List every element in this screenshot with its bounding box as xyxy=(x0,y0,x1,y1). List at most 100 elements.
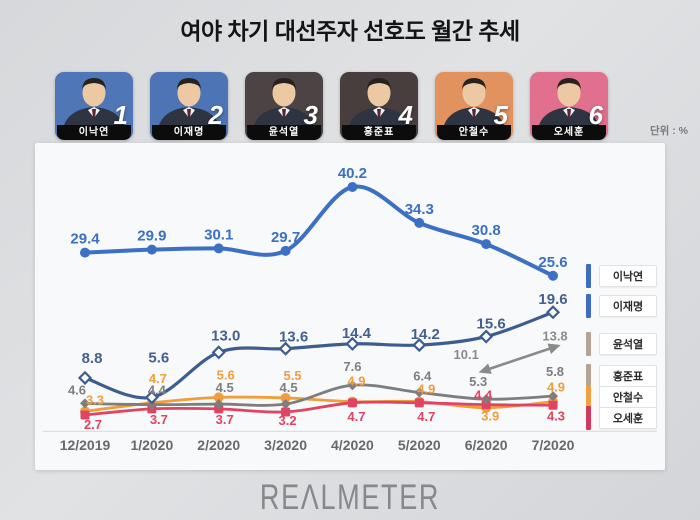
legend-color-bar xyxy=(586,264,591,288)
legend-item-이재명: 이재명 xyxy=(586,294,657,318)
x-axis-labels: 12/2019 1/2020 2/2020 3/2020 4/2020 5/2020 6/2… xyxy=(60,437,575,453)
series-labels-홍준표: 4.6 4.4 4.5 4.5 7.6 6.4 5.3 5.8 xyxy=(68,359,564,397)
candidate-card-홍준표: 4 홍준표 xyxy=(340,72,418,140)
x-tick-label: 6/2020 xyxy=(465,437,508,453)
candidate-photo xyxy=(159,78,219,125)
candidate-name: 윤석열 xyxy=(247,125,321,140)
realmeter-logo: REΛLMETER xyxy=(259,476,441,517)
data-label: 13.6 xyxy=(279,329,308,346)
data-label: 4.5 xyxy=(280,380,298,395)
data-label: 4.9 xyxy=(417,382,435,397)
chart-card: 12/2019 1/2020 2/2020 3/2020 4/2020 5/2020 6/2… xyxy=(35,143,665,470)
candidate-rank: 5 xyxy=(493,100,508,130)
data-label: 5.8 xyxy=(546,364,564,379)
candidate-name: 홍준표 xyxy=(342,125,416,140)
data-label: 4.7 xyxy=(417,409,435,424)
data-label: 15.6 xyxy=(477,316,506,333)
candidate-name: 안철수 xyxy=(437,125,511,140)
x-tick-label: 1/2020 xyxy=(130,437,173,453)
page-title: 여야 차기 대선주자 선호도 월간 추세 xyxy=(180,18,520,44)
series-labels-이낙연: 29.4 29.9 30.1 29.7 40.2 34.3 30.8 25.6 xyxy=(70,165,567,271)
candidate-card-이낙연: 1 이낙연 xyxy=(55,72,133,140)
data-label: 14.2 xyxy=(411,326,440,343)
legend-item-이낙연: 이낙연 xyxy=(586,264,657,288)
data-label: 29.9 xyxy=(137,228,166,245)
x-tick-label: 2/2020 xyxy=(197,437,240,453)
candidate-card-오세훈: 6 오세훈 xyxy=(530,72,608,140)
data-label: 29.4 xyxy=(70,231,100,248)
legend-color-bar xyxy=(586,385,591,409)
data-label: 25.6 xyxy=(538,254,567,271)
series-이낙연 xyxy=(80,181,559,281)
series-이재명 xyxy=(77,305,561,405)
series-홍준표 xyxy=(80,380,559,410)
candidate-card-안철수: 5 안철수 xyxy=(435,72,513,140)
data-label: 4.9 xyxy=(347,374,365,389)
data-label: 30.1 xyxy=(204,226,233,243)
data-label: 4.3 xyxy=(547,408,565,423)
legend-item-윤석열: 윤석열 xyxy=(586,332,657,356)
data-label: 40.2 xyxy=(338,165,367,182)
candidate-name: 이낙연 xyxy=(57,125,131,140)
data-label: 14.4 xyxy=(342,325,372,342)
data-label: 34.3 xyxy=(405,201,434,218)
unit-label: 단위 : % xyxy=(650,125,688,137)
legend-label: 안철수 xyxy=(599,386,657,408)
data-label: 3.7 xyxy=(216,412,234,427)
x-tick-label: 12/2019 xyxy=(60,437,111,453)
legend-color-bar xyxy=(586,406,591,430)
data-label: 29.7 xyxy=(271,229,300,246)
series-labels-윤석열: 10.1 13.8 xyxy=(454,328,568,361)
data-label: 2.7 xyxy=(84,417,102,432)
data-label: 5.6 xyxy=(217,367,235,382)
x-tick-label: 4/2020 xyxy=(331,437,374,453)
data-label: 13.8 xyxy=(542,328,567,343)
candidate-photo xyxy=(64,78,124,125)
data-label: 4.4 xyxy=(474,388,493,403)
legend-color-bar xyxy=(586,364,591,388)
data-label: 3.2 xyxy=(279,413,297,428)
data-label: 6.4 xyxy=(413,368,432,383)
candidate-card-이재명: 2 이재명 xyxy=(150,72,228,140)
candidate-rank: 3 xyxy=(303,100,318,130)
candidate-name: 이재명 xyxy=(152,125,226,140)
legend-item-오세훈: 오세훈 xyxy=(586,406,657,430)
data-label: 5.6 xyxy=(148,349,169,366)
data-label: 4.6 xyxy=(68,382,86,397)
data-label: 30.8 xyxy=(472,222,501,239)
series-labels-이재명: 8.8 5.6 13.0 13.6 14.4 14.2 15.6 19.6 xyxy=(82,291,568,367)
candidate-photo xyxy=(254,78,314,125)
legend-label: 윤석열 xyxy=(599,333,657,355)
candidate-rank: 2 xyxy=(208,100,223,130)
data-label: 3.9 xyxy=(481,409,499,424)
data-label: 4.4 xyxy=(148,383,167,398)
x-tick-label: 5/2020 xyxy=(398,437,441,453)
legend-label: 이낙연 xyxy=(599,265,657,287)
legend-label: 홍준표 xyxy=(599,365,657,387)
data-label: 13.0 xyxy=(211,327,240,344)
legend-label: 오세훈 xyxy=(599,407,657,429)
data-label: 8.8 xyxy=(82,350,103,367)
candidate-rank: 6 xyxy=(588,100,603,130)
candidate-cards-row: 1 이낙연 2 이재명 3 윤석열 4 홍준표 5 안철수 6 오세훈 xyxy=(55,72,608,140)
line-chart: 12/2019 1/2020 2/2020 3/2020 4/2020 5/2020 6/2… xyxy=(43,165,657,453)
candidate-name: 오세훈 xyxy=(532,125,606,140)
series-labels-안철수: 3.3 4.7 5.6 5.5 4.9 4.9 3.9 4.9 xyxy=(86,367,565,423)
candidate-rank: 4 xyxy=(398,100,413,130)
candidate-photo xyxy=(349,78,409,125)
candidate-rank: 1 xyxy=(113,100,128,130)
data-label: 5.3 xyxy=(469,374,487,389)
data-label: 10.1 xyxy=(454,347,479,362)
data-label: 3.3 xyxy=(86,392,104,407)
data-label: 19.6 xyxy=(538,291,567,308)
candidate-photo xyxy=(444,78,504,125)
legend-color-bar xyxy=(586,332,591,356)
data-label: 5.5 xyxy=(284,368,302,383)
data-label: 4.9 xyxy=(547,380,565,395)
data-label: 4.7 xyxy=(347,409,365,424)
legend-label: 이재명 xyxy=(599,295,657,317)
data-label: 4.5 xyxy=(216,380,234,395)
series-윤석열 xyxy=(478,343,561,374)
legend-color-bar xyxy=(586,294,591,318)
